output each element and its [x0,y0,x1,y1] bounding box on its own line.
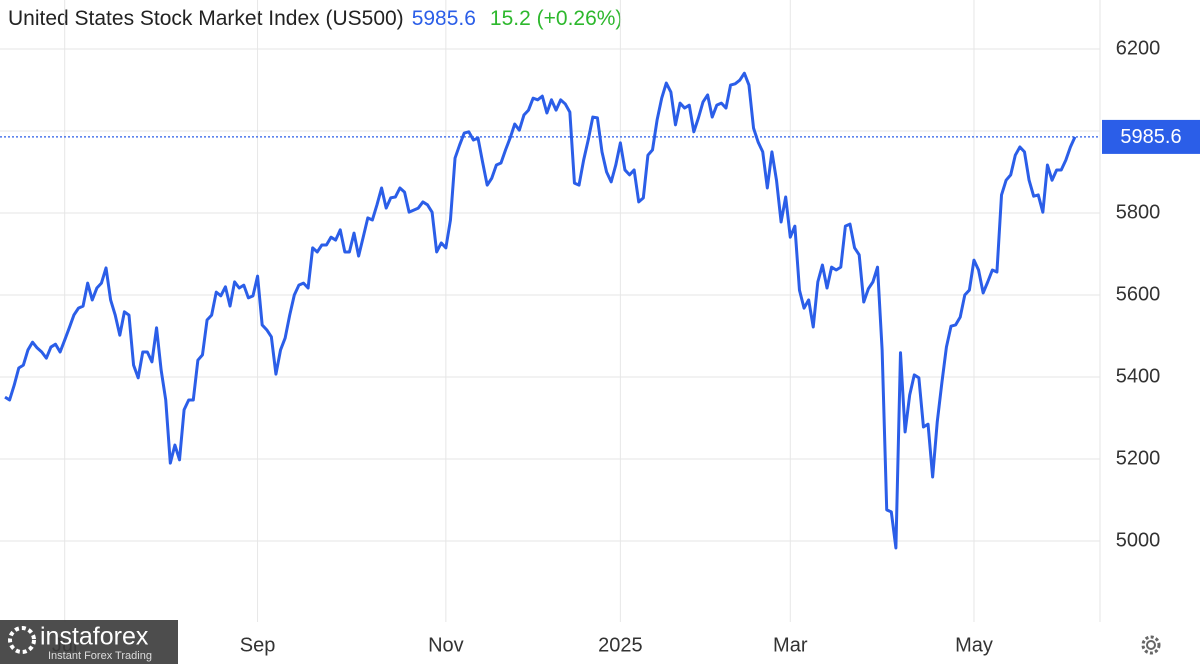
logo-icon [8,626,36,654]
chart-title: United States Stock Market Index (US500) [8,7,404,30]
x-tick-label: 2025 [598,634,643,656]
x-tick-label: Sep [240,634,276,656]
price-line [4,71,1077,550]
gear-hub[interactable] [1146,640,1156,650]
y-tick-label: 5600 [1116,283,1161,305]
logo-background [0,620,178,664]
last-price: 5985.6 [412,7,476,30]
y-tick-label: 5000 [1116,529,1161,551]
logo-tagline: Instant Forex Trading [48,650,152,662]
settings-icon[interactable] [1141,635,1161,655]
chart-header: United States Stock Market Index (US500)… [8,7,622,30]
x-tick-label: Nov [428,634,464,656]
last-price-box [1102,119,1200,154]
price-change: 15.2 (+0.26%) [490,7,623,30]
x-tick-label: Mar [773,634,808,656]
y-tick-label: 6200 [1116,37,1161,59]
gear-teeth[interactable] [1141,635,1161,655]
last-price-label: 5985.6 [1120,126,1181,148]
logo-brand: instaforex [40,623,149,651]
logo: instaforex Instant Forex Trading [0,620,178,664]
y-tick-label: 5200 [1116,447,1161,469]
y-tick-label: 5800 [1116,201,1161,223]
x-tick-label: May [955,634,993,656]
y-tick-label: 5400 [1116,365,1161,387]
